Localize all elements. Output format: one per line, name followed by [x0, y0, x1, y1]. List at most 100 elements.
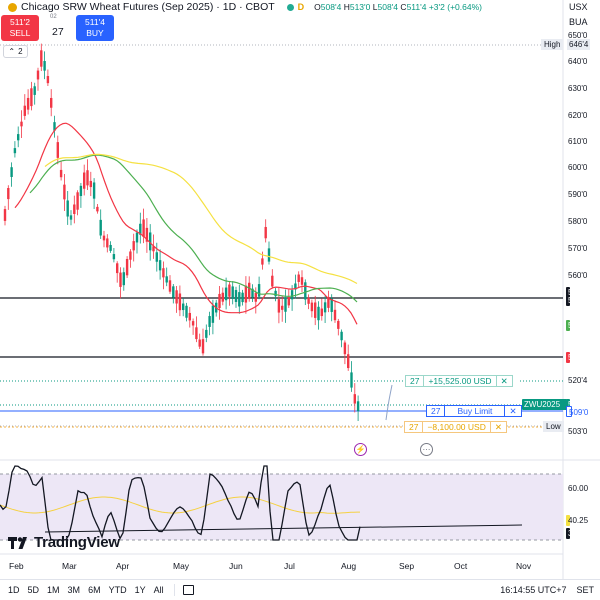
candle-body — [347, 354, 350, 369]
candle-body — [149, 232, 152, 251]
timeframe-button[interactable]: 5D — [27, 585, 40, 595]
tradingview-logo[interactable]: TradingView — [8, 534, 120, 551]
price-tick-label: 600'0 — [568, 163, 588, 172]
sl-qty: 27 — [404, 421, 424, 433]
session-button[interactable]: SET — [576, 585, 594, 595]
ma-short-line — [14, 122, 358, 325]
candle-body — [50, 97, 53, 108]
rsi-value: 34.26 — [566, 528, 588, 539]
candle-body — [182, 303, 185, 311]
candle-body — [257, 284, 261, 297]
candle-body — [53, 122, 56, 131]
candle-body — [56, 142, 59, 158]
candle-body — [277, 299, 281, 313]
time-tick-label: Jun — [229, 561, 243, 571]
take-profit-order[interactable]: 27 +15,525.00 USD ✕ — [405, 375, 513, 387]
candle-body — [356, 401, 360, 412]
price-tick-label: 520'4 — [568, 376, 588, 385]
calendar-icon[interactable] — [182, 585, 194, 595]
stop-loss-order[interactable]: 27 −8,100.00 USD ✕ — [404, 421, 507, 433]
data-badge: D — [297, 2, 305, 12]
candle-body — [23, 105, 26, 116]
limit-text[interactable]: Buy Limit — [445, 405, 506, 417]
timeframe-button[interactable]: 1Y — [134, 585, 146, 595]
tp-qty: 27 — [405, 375, 425, 387]
candle-body — [59, 169, 63, 178]
candle-body — [89, 180, 92, 188]
close-icon[interactable]: ✕ — [496, 375, 513, 387]
candle-body — [86, 170, 89, 186]
price-tag-553: 553'4 — [566, 287, 587, 298]
flag-label[interactable]: BUA — [569, 17, 588, 27]
timeframe-button[interactable]: 3M — [67, 585, 81, 595]
close-icon[interactable]: ✕ — [505, 405, 522, 417]
candle-body — [112, 254, 116, 260]
buy-label: BUY — [86, 28, 104, 38]
price-tick-label: 640'0 — [568, 57, 588, 66]
candlesticks[interactable] — [3, 43, 360, 422]
projection-sketch[interactable] — [385, 384, 393, 421]
currency-selector[interactable]: USX — [569, 2, 588, 12]
indicators-toggle[interactable]: ⌃ 2 — [3, 45, 28, 58]
candle-body — [142, 219, 145, 237]
candle-body — [241, 292, 244, 303]
candle-body — [211, 305, 215, 323]
candle-body — [13, 148, 17, 154]
indicator-count: 2 — [18, 47, 23, 56]
candle-body — [248, 282, 251, 299]
candle-body — [271, 275, 274, 287]
candle-body — [83, 172, 86, 189]
candle-body — [132, 241, 135, 251]
candle-body — [304, 282, 307, 300]
candle-body — [135, 232, 139, 243]
candle-body — [10, 167, 13, 177]
tradingview-logo-icon — [8, 536, 27, 549]
price-tag-541: 541'2 — [566, 320, 587, 331]
buy-button[interactable]: 511'4 BUY — [76, 15, 114, 41]
candle-body — [43, 61, 46, 71]
rsi-tick-60: 60.00 — [568, 484, 589, 493]
timeframe-button[interactable]: 1D — [8, 585, 20, 595]
timeframe-button[interactable]: 6M — [88, 585, 101, 595]
price-tag-551: 551'2 — [566, 295, 587, 306]
price-tick-label: 580'0 — [568, 217, 588, 226]
timeframe-button[interactable]: All — [153, 585, 164, 595]
tp-text[interactable]: +15,525.00 USD — [424, 375, 497, 387]
symbol-title[interactable]: Chicago SRW Wheat Futures (Sep 2025) · 1… — [21, 1, 275, 13]
candle-body — [254, 292, 257, 302]
more-icon[interactable]: ⋯ — [420, 443, 433, 456]
sell-button[interactable]: 511'2 SELL — [1, 15, 39, 41]
candle-body — [284, 297, 287, 312]
candle-body — [46, 76, 50, 84]
quantity-label: 02 — [50, 14, 57, 20]
buy-limit-order[interactable]: 27 Buy Limit ✕ — [426, 405, 522, 417]
time-tick-label: Feb — [9, 561, 24, 571]
candle-body — [7, 188, 10, 200]
candle-body — [353, 394, 356, 404]
candle-body — [340, 331, 343, 341]
candle-body — [175, 290, 178, 304]
candle-body — [106, 238, 109, 248]
quantity-input[interactable]: 27 — [52, 26, 64, 38]
candle-body — [139, 223, 142, 235]
symbol-logo-icon — [8, 2, 17, 12]
symbol-header[interactable]: Chicago SRW Wheat Futures (Sep 2025) · 1… — [8, 0, 482, 14]
rsi-trendline[interactable] — [44, 524, 523, 533]
ohlc-readout: O508'4 H513'0 L508'4 C511'4 +3'2 (+0.64%… — [314, 2, 482, 12]
lightning-icon[interactable]: ⚡ — [354, 443, 367, 456]
time-tick-label: Apr — [116, 561, 130, 571]
timeframe-button[interactable]: 1M — [47, 585, 60, 595]
candle-body — [320, 308, 323, 317]
candle-body — [125, 258, 129, 276]
timeframe-button[interactable]: YTD — [108, 585, 127, 595]
close-icon[interactable]: ✕ — [490, 421, 507, 433]
candle-body — [76, 192, 79, 210]
price-chart[interactable] — [0, 0, 600, 579]
candle-body — [198, 339, 201, 347]
sl-text[interactable]: −8,100.00 USD — [423, 421, 491, 433]
clock[interactable]: 16:14:55 UTC+7 — [500, 585, 567, 595]
bottom-toolbar: 1D 5D 1M 3M 6M YTD 1Y All 16:14:55 UTC+7 SET — [0, 579, 600, 600]
time-tick-label: Aug — [341, 561, 357, 571]
candle-body — [314, 302, 317, 318]
candle-body — [218, 293, 221, 309]
